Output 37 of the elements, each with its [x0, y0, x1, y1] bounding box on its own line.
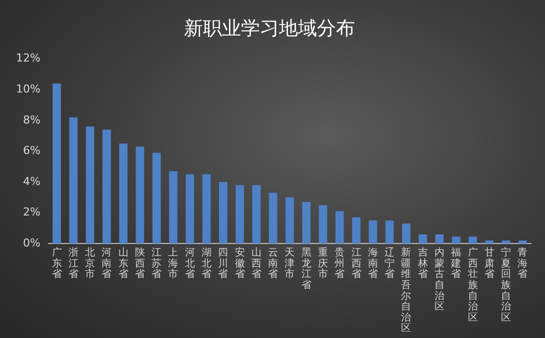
x-tick-label: 辽宁省: [384, 246, 395, 280]
x-tick-label: 黑龙江省: [301, 248, 312, 291]
x-tick-label: 吉林省: [416, 246, 428, 280]
x-tick-label: 江西省: [351, 246, 362, 280]
x-tick-label: 天津市: [284, 248, 295, 280]
x-tick-label: 四川省: [218, 248, 228, 280]
x-tick-label: 重庆市: [318, 246, 328, 280]
x-tick-label: 广东省: [52, 246, 62, 280]
x-tick-label: 上海市: [168, 246, 178, 280]
x-tick-label: 河南省: [102, 246, 112, 280]
x-tick-label: 云南省: [268, 248, 278, 280]
x-tick-label: 河北省: [184, 246, 195, 280]
x-tick-label: 安徽省: [234, 246, 245, 280]
x-tick-label: 浙江省: [68, 246, 78, 280]
y-tick-label: 2%: [22, 206, 40, 219]
y-tick-label: 8%: [22, 113, 40, 126]
x-tick-label: 广西壮族自治区: [466, 246, 478, 324]
x-tick-label: 山西省: [251, 246, 262, 280]
x-tick-label: 青海省: [518, 246, 528, 280]
x-tick-label: 贵州省: [334, 246, 345, 280]
x-tick-label: 陕西省: [134, 246, 145, 280]
x-tick-label: 新疆维吾尔自治区: [401, 246, 412, 334]
x-tick-label: 甘肃省: [484, 246, 494, 280]
x-tick-label: 江苏省: [152, 246, 162, 280]
x-tick-label: 宁夏回族自治区: [501, 246, 512, 324]
y-tick-label: 0%: [22, 236, 40, 250]
y-tick-label: 10%: [16, 82, 40, 96]
x-tick-label: 福建省: [450, 246, 462, 280]
x-tick-label: 海南省: [368, 246, 378, 280]
x-tick-label: 山东省: [118, 246, 128, 280]
y-tick-label: 4%: [22, 174, 40, 188]
y-tick-label: 6%: [22, 144, 40, 158]
x-tick-label: 内蒙古自治区: [434, 246, 444, 313]
y-tick-label: 12%: [16, 52, 40, 65]
x-tick-label: 湖北省: [202, 246, 212, 280]
chart-title: 新职业学习地域分布: [184, 17, 355, 40]
x-tick-label: 北京市: [85, 246, 96, 280]
